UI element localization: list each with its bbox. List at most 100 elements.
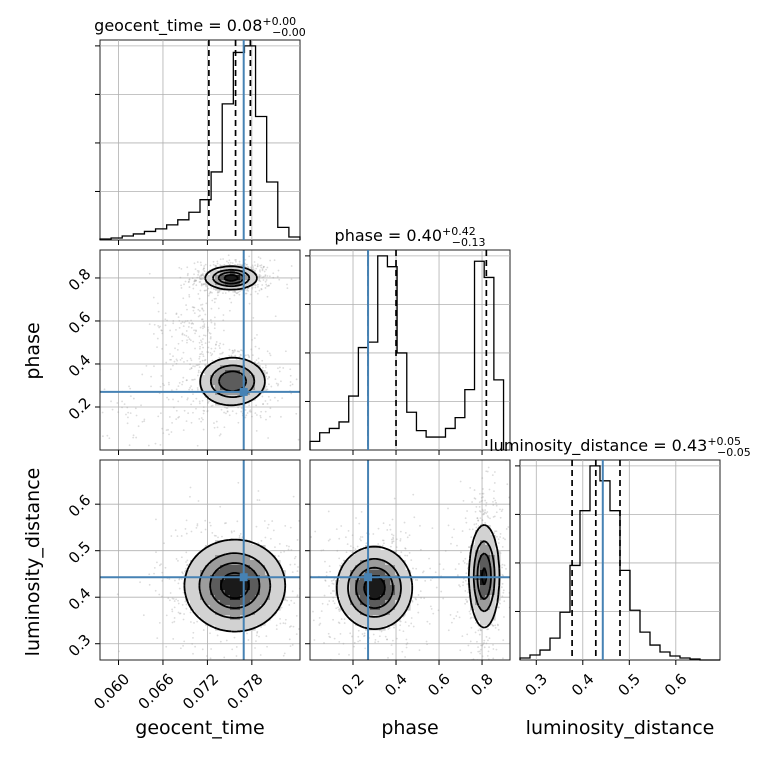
panel-geocent-time-vs-phase-density-cell (205, 365, 211, 371)
panel-phase-vs-luminosity-distance-sample-point (321, 602, 324, 605)
panel-geocent-time-vs-phase-sample-point (202, 327, 204, 330)
panel-geocent-time-vs-phase-sample-point (162, 382, 164, 385)
panel-phase-vs-luminosity-distance-density-cell (345, 565, 351, 571)
panel-phase-vs-luminosity-distance-sample-point (488, 646, 490, 649)
panel-geocent-time-vs-luminosity-distance-sample-point (302, 637, 304, 639)
panel-geocent-time-vs-luminosity-distance-density-cell (215, 545, 221, 551)
panel-phase-vs-luminosity-distance-sample-point (338, 557, 341, 560)
panel-geocent-time-vs-phase-sample-point (215, 341, 218, 343)
panel-geocent-time-vs-phase-ytick-label: 0.4 (65, 351, 95, 381)
panel-geocent-time-vs-luminosity-distance-density-cell (195, 610, 201, 616)
panel-phase-vs-luminosity-distance-sample-point (392, 538, 395, 540)
panel-geocent-time-vs-luminosity-distance-sample-point (290, 599, 293, 602)
panel-phase-vs-luminosity-distance-density-cell (385, 550, 391, 556)
panel-geocent-time-vs-phase-sample-point (186, 359, 189, 362)
panel-geocent-time-vs-luminosity-distance-density-cell (210, 560, 216, 566)
panel-geocent-time-vs-phase-sample-point (199, 278, 202, 281)
panel-geocent-time-vs-luminosity-distance-density-cell (270, 560, 276, 566)
panel-geocent-time-vs-phase-sample-point (250, 266, 252, 269)
panel-geocent-time-vs-luminosity-distance-density-cell (270, 595, 276, 601)
panel-geocent-time-vs-luminosity-distance-density-cell (195, 585, 201, 591)
panel-geocent-time-vs-luminosity-distance-density-cell (225, 595, 231, 601)
panel-geocent-time-vs-phase-sample-point (213, 316, 216, 319)
panel-geocent-time-vs-luminosity-distance-sample-point (259, 654, 262, 656)
panel-geocent-time-vs-phase-sample-point (258, 279, 261, 282)
panel-phase-vs-luminosity-distance-density-cell (395, 580, 401, 586)
panel-geocent-time-vs-phase-sample-point (165, 344, 168, 346)
panel-geocent-time-vs-phase-sample-point (190, 326, 193, 329)
panel-geocent-time-vs-phase-sample-point (176, 359, 179, 362)
panel-phase-vs-luminosity-distance-sample-point (496, 535, 498, 538)
panel-phase-vs-luminosity-distance-sample-point (477, 519, 480, 522)
panel-geocent-time-vs-luminosity-distance-density-cell (260, 610, 266, 616)
panel-geocent-time-vs-phase-density-cell (230, 385, 236, 391)
panel-geocent-time-vs-phase-sample-point (180, 287, 183, 289)
panel-geocent-time-vs-phase-sample-point (231, 410, 234, 413)
panel-phase-vs-luminosity-distance-sample-point (341, 562, 343, 565)
panel-geocent-time-vs-phase-sample-point (286, 283, 288, 286)
panel-geocent-time-vs-phase-sample-point (248, 355, 250, 357)
panel-geocent-time-vs-luminosity-distance-sample-point (225, 639, 228, 642)
panel-geocent-time-vs-phase-sample-point (189, 357, 192, 360)
panel-phase-vs-luminosity-distance-density-cell (485, 570, 491, 576)
panel-phase-vs-luminosity-distance-sample-point (484, 521, 487, 524)
panel-geocent-time-vs-luminosity-distance-sample-point (224, 522, 226, 525)
panel-geocent-time-vs-phase-sample-point (192, 322, 195, 325)
panel-geocent-time-vs-luminosity-distance-contour (209, 562, 261, 609)
panel-geocent-time-vs-phase-sample-point (196, 388, 199, 391)
panel-geocent-time-vs-phase-sample-point (199, 277, 201, 280)
panel-geocent-time-vs-phase-density-cell (235, 265, 241, 271)
panel-phase-vs-luminosity-distance-sample-point (467, 591, 470, 594)
panel-phase-vs-luminosity-distance-sample-point (384, 635, 387, 638)
panel-geocent-time-vs-phase-frame (99, 249, 301, 451)
panel-phase-vs-luminosity-distance-sample-point (447, 629, 450, 632)
panel-geocent-time-vs-luminosity-distance-xtick-label: 0.072 (179, 670, 222, 713)
panel-geocent-time-vs-phase-sample-point (175, 418, 178, 421)
panel-geocent-time-vs-phase-sample-point (132, 397, 135, 400)
panel-geocent-time-vs-luminosity-distance-sample-point (291, 673, 293, 675)
panel-phase-vs-luminosity-distance-sample-point (361, 536, 364, 538)
panel-phase-vs-luminosity-distance-sample-point (352, 546, 355, 549)
panel-phase-vs-luminosity-distance-sample-point (487, 516, 490, 519)
panel-geocent-time-vs-luminosity-distance-sample-point (247, 639, 250, 641)
panel-geocent-time-vs-phase-sample-point (192, 365, 195, 368)
panel-phase-vs-luminosity-distance-density-cell (485, 550, 491, 556)
panel-geocent-time-vs-luminosity-distance-sample-point (256, 499, 259, 501)
panel-geocent-time-vs-luminosity-distance-sample-point (285, 544, 288, 547)
panel-geocent-time-vs-luminosity-distance-density-cell (270, 580, 276, 586)
panel-geocent-time-vs-phase-sample-point (215, 297, 217, 300)
panel-geocent-time-vs-luminosity-distance-density-cell (260, 595, 266, 601)
panel-phase-vs-luminosity-distance-sample-point (429, 579, 432, 582)
panel-geocent-time-vs-phase-sample-point (203, 270, 206, 273)
panel-geocent-time-vs-luminosity-distance-density-cell (215, 560, 221, 566)
panel-geocent-time-vs-luminosity-distance-sample-point (280, 606, 283, 609)
panel-geocent-time-vs-phase-density-cell (245, 395, 251, 401)
panel-phase-vs-luminosity-distance-density-cell (475, 530, 481, 536)
panel-geocent-time-vs-phase-density-cell (235, 360, 241, 366)
panel-geocent-time-vs-luminosity-distance-density-cell (280, 580, 286, 586)
panel-phase-vs-luminosity-distance-sample-point (332, 583, 335, 585)
panel-phase-vs-luminosity-distance-density-cell (395, 610, 401, 616)
panel-geocent-time-vs-phase-sample-point (204, 342, 207, 344)
panel-geocent-time-vs-luminosity-distance-density-cell (260, 600, 266, 606)
panel-geocent-time-vs-phase-density-cell (255, 385, 261, 391)
panel-phase-vs-luminosity-distance-sample-point (449, 614, 452, 616)
panel-geocent-time-vs-luminosity-distance-content (100, 460, 304, 675)
panel-phase-vs-luminosity-distance-density-cell (470, 565, 476, 571)
panel-phase-vs-luminosity-distance-content (310, 460, 510, 663)
panel-phase-vs-luminosity-distance-sample-point (314, 530, 317, 533)
panel-phase-vs-luminosity-distance-sample-point (492, 504, 495, 506)
panel-phase-vs-luminosity-distance-density-cell (375, 555, 381, 561)
panel-phase-vs-luminosity-distance-sample-point (358, 661, 360, 663)
panel-geocent-time-vs-luminosity-distance-sample-point (266, 645, 268, 648)
panel-phase-vs-luminosity-distance-sample-point (437, 609, 440, 612)
panel-geocent-time-vs-phase-sample-point (236, 263, 239, 266)
panel-geocent-time-vs-phase-sample-point (169, 368, 172, 371)
panel-geocent-time-vs-luminosity-distance-sample-point (182, 618, 185, 621)
panel-phase-vs-luminosity-distance-sample-point (324, 579, 327, 582)
panel-geocent-time-vs-phase-sample-point (167, 398, 170, 401)
panel-geocent-time-vs-luminosity-distance-density-cell (245, 590, 251, 596)
panel-geocent-time-vs-luminosity-distance-density-cell (200, 610, 206, 616)
panel-phase-vs-luminosity-distance-sample-point (381, 544, 384, 547)
